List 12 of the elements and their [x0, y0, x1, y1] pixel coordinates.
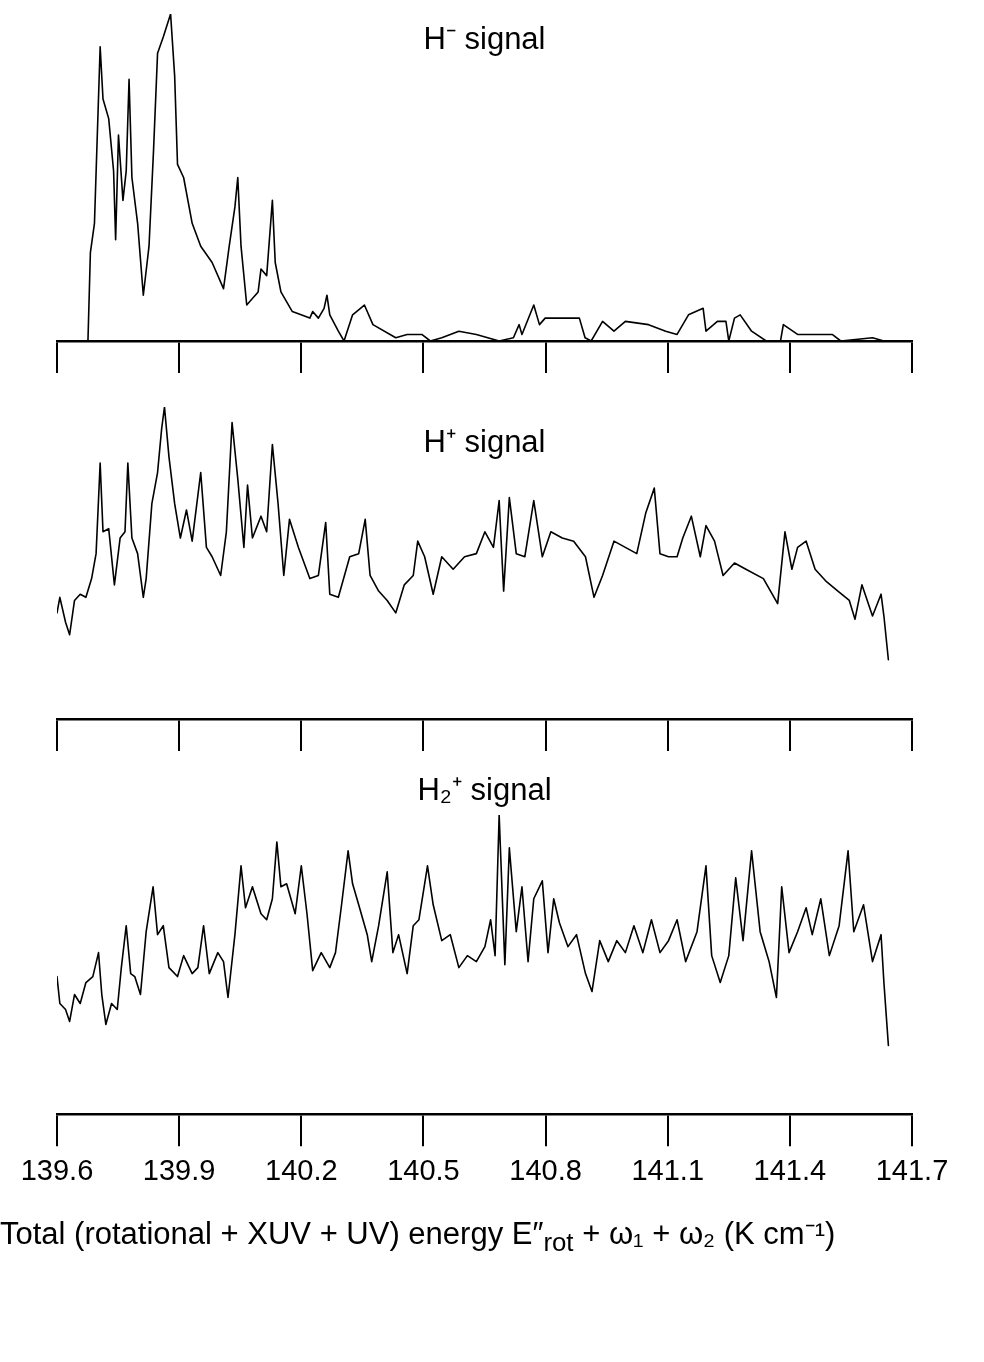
x-tick-label: 141.1 — [631, 1153, 704, 1186]
text: H⁺ signal — [423, 423, 546, 459]
x-tick-label: 141.7 — [875, 1153, 949, 1186]
x-tick-label: 139.9 — [142, 1153, 216, 1186]
x-tick-label: 140.5 — [387, 1153, 460, 1186]
chart-title: H₂⁺ signal — [417, 771, 552, 807]
chart-title: H⁻ signal — [423, 20, 546, 56]
x-tick-label: 141.4 — [753, 1153, 827, 1186]
x-tick-label: 140.8 — [509, 1153, 582, 1186]
x-tick-label: 140.2 — [265, 1153, 338, 1186]
x-tick-label: 139.6 — [20, 1153, 94, 1186]
x-axis-title: Total (rotational + XUV + UV) energy E″$_{rot}$ + ω₁ + ω₂ (K cm⁻¹) — [0, 1215, 837, 1259]
